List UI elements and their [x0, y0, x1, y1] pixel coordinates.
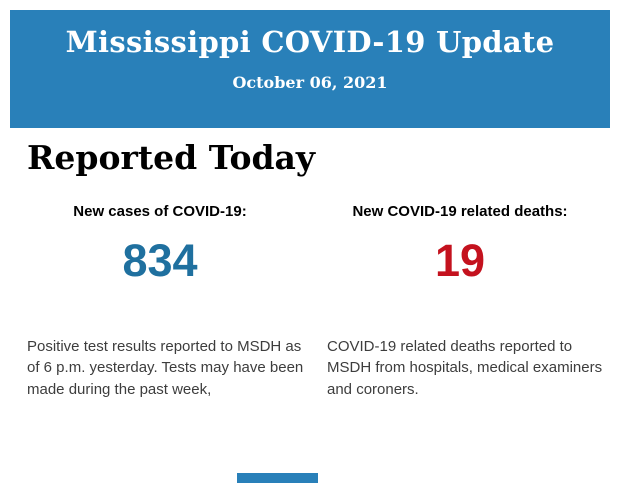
new-deaths-value: 19 — [434, 235, 486, 286]
new-deaths-stat-block: New COVID-19 related deaths: 19 COVID-19… — [310, 203, 610, 400]
new-deaths-label: New COVID-19 related deaths: — [352, 203, 568, 220]
new-cases-value: 834 — [122, 235, 198, 286]
newsletter-date: October 06, 2021 — [232, 73, 388, 92]
newsletter-header: Mississippi COVID-19 Update October 06, … — [10, 10, 610, 128]
new-cases-label: New cases of COVID-19: — [73, 203, 247, 220]
new-cases-description: Positive test results reported to MSDH a… — [27, 337, 304, 398]
newsletter-title: Mississippi COVID-19 Update — [65, 25, 555, 59]
new-deaths-description: COVID-19 related deaths reported to MSDH… — [327, 337, 603, 398]
next-section-banner-edge — [237, 473, 318, 483]
section-title-reported-today: Reported Today — [27, 138, 316, 177]
new-cases-stat-block: New cases of COVID-19: 834 Positive test… — [10, 203, 310, 400]
